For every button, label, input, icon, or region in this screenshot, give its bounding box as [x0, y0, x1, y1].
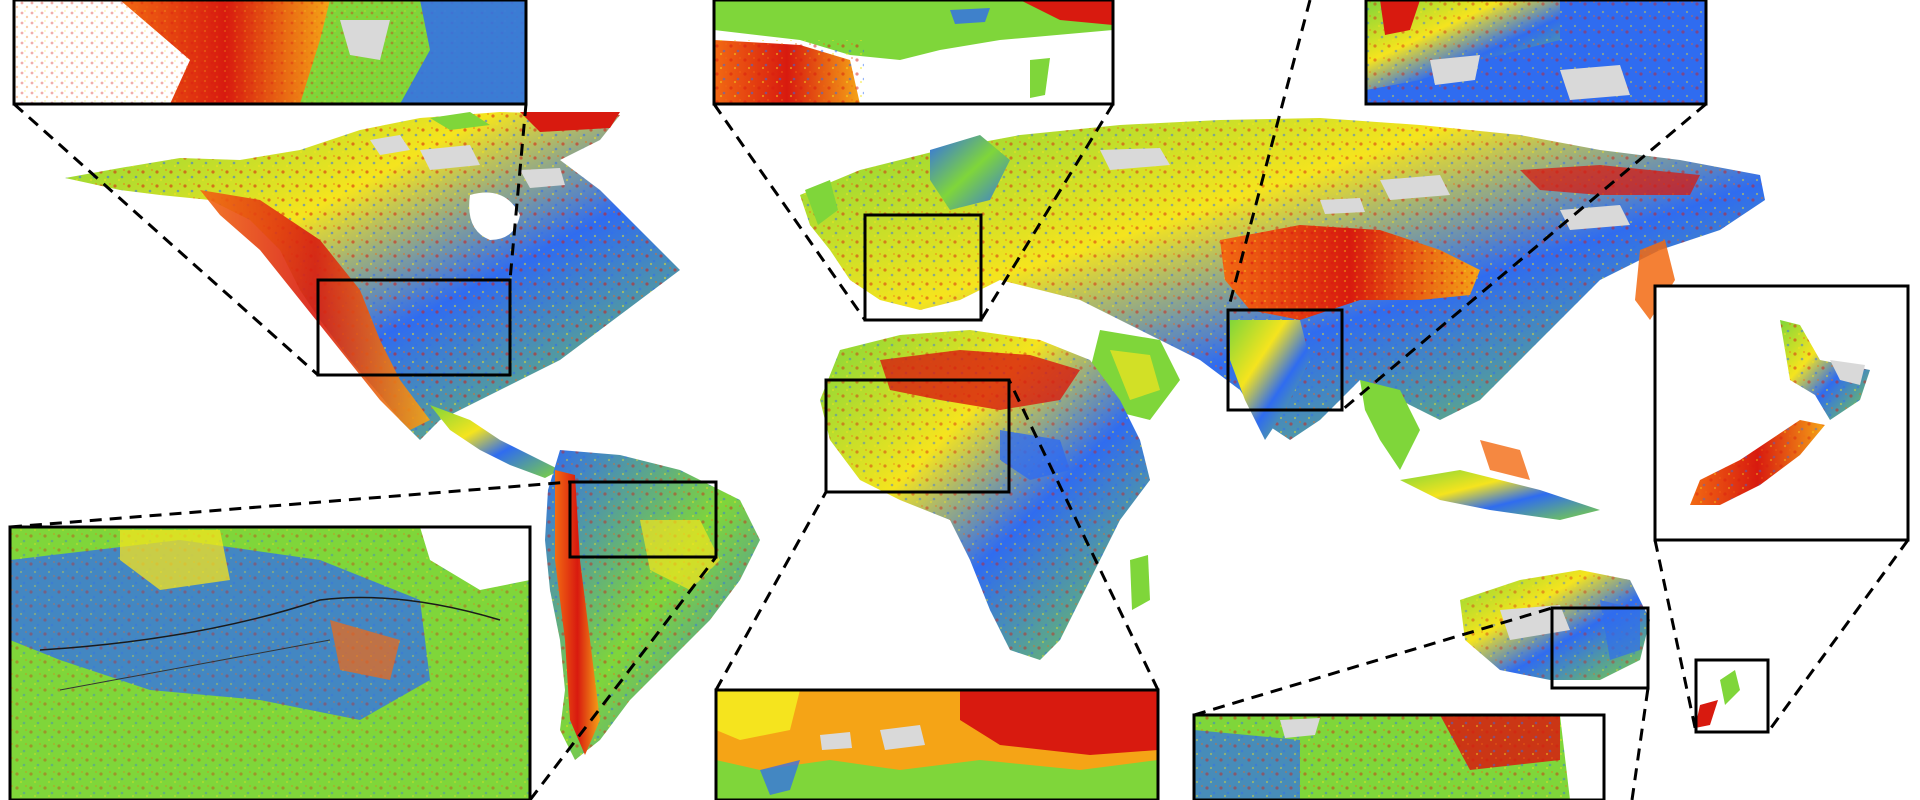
africa-landmass [820, 330, 1150, 660]
inset-sahara [714, 688, 1160, 800]
marker-western-europe [863, 213, 983, 322]
inset-western-north-america [12, 0, 528, 106]
eurasia-landmass [800, 118, 1765, 520]
marker-sahara [824, 378, 1011, 494]
marker-amazon [568, 480, 718, 559]
inset-east-australia [1192, 713, 1606, 800]
inset-western-europe [712, 0, 1115, 106]
north-america-landmass [65, 112, 680, 478]
marker-western-north-america [316, 278, 512, 377]
marker-himalaya [1226, 308, 1344, 412]
australia-landmass [1460, 570, 1650, 680]
region-markers [316, 213, 1770, 734]
inset-himalaya [1364, 0, 1708, 106]
inset-amazon [8, 525, 532, 800]
world-map [65, 112, 1765, 760]
new-zealand-landmass [1695, 670, 1740, 728]
marker-new-zealand [1694, 658, 1770, 734]
marker-east-australia [1550, 606, 1650, 690]
south-america-landmass [545, 450, 760, 760]
inset-new-zealand [1653, 284, 1910, 542]
zoom-connectors [9, 0, 1910, 800]
